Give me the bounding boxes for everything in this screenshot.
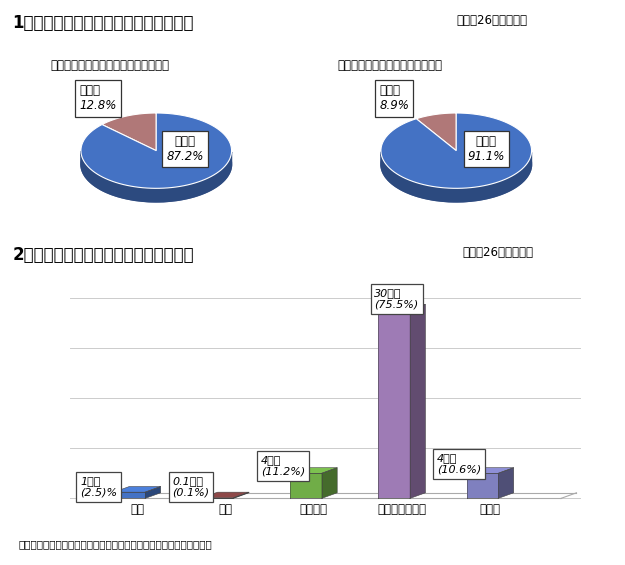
Polygon shape [416, 113, 456, 151]
Text: 有価証券: 有価証券 [299, 503, 328, 516]
Polygon shape [145, 486, 161, 498]
Polygon shape [321, 468, 338, 498]
Text: 申告有
8.9%: 申告有 8.9% [379, 84, 409, 112]
Polygon shape [467, 468, 514, 473]
Polygon shape [381, 152, 531, 202]
Text: その他: その他 [479, 503, 501, 516]
Text: ＜「申告漏れ課税価格」の状況＞: ＜「申告漏れ課税価格」の状況＞ [338, 59, 442, 72]
Ellipse shape [81, 127, 232, 202]
Polygon shape [467, 473, 498, 498]
Polygon shape [498, 468, 514, 498]
Text: 0.1億円
(0.1%): 0.1億円 (0.1%) [173, 476, 209, 498]
Text: 1億円
(2.5)%: 1億円 (2.5)% [80, 476, 118, 498]
Polygon shape [114, 486, 161, 492]
Polygon shape [102, 113, 156, 151]
Text: 無申告
87.2%: 無申告 87.2% [166, 135, 204, 163]
Polygon shape [81, 113, 232, 188]
Text: 土地: 土地 [130, 503, 144, 516]
Text: ＜「申告漏れ等の非違件数」の状況＞: ＜「申告漏れ等の非違件数」の状況＞ [50, 59, 169, 72]
Text: 家屋: 家屋 [218, 503, 232, 516]
Text: 30億円
(75.5%): 30億円 (75.5%) [374, 288, 419, 310]
Polygon shape [202, 492, 249, 498]
Polygon shape [81, 151, 231, 202]
Polygon shape [290, 468, 338, 473]
Text: 2　調査事績に係る申告漏れ財産の内訳: 2 調査事績に係る申告漏れ財産の内訳 [12, 246, 194, 264]
Text: 4億円
(10.6%): 4億円 (10.6%) [438, 453, 481, 475]
Text: （注）各財産の金額は申告漏れ課税価格、（　）内の数値は構成比。: （注）各財産の金額は申告漏れ課税価格、（ ）内の数値は構成比。 [19, 540, 213, 550]
Polygon shape [381, 113, 532, 188]
Text: 4億円
(11.2%): 4億円 (11.2%) [261, 455, 305, 477]
Polygon shape [233, 492, 249, 498]
Text: （平成26事務年度）: （平成26事務年度） [462, 246, 534, 259]
Text: 1　調査事績に占める無申告事案の状況: 1 調査事績に占める無申告事案の状況 [12, 14, 194, 32]
Polygon shape [114, 492, 145, 498]
Text: 申告有
12.8%: 申告有 12.8% [79, 84, 117, 112]
Polygon shape [410, 305, 426, 498]
Polygon shape [290, 473, 321, 498]
Text: 無申告
91.1%: 無申告 91.1% [468, 135, 505, 163]
Ellipse shape [381, 127, 532, 202]
Polygon shape [378, 305, 426, 310]
Text: 現金・預貓金等: 現金・預貓金等 [378, 503, 426, 516]
Polygon shape [378, 310, 410, 498]
Text: （平成26事務年度）: （平成26事務年度） [456, 14, 528, 27]
